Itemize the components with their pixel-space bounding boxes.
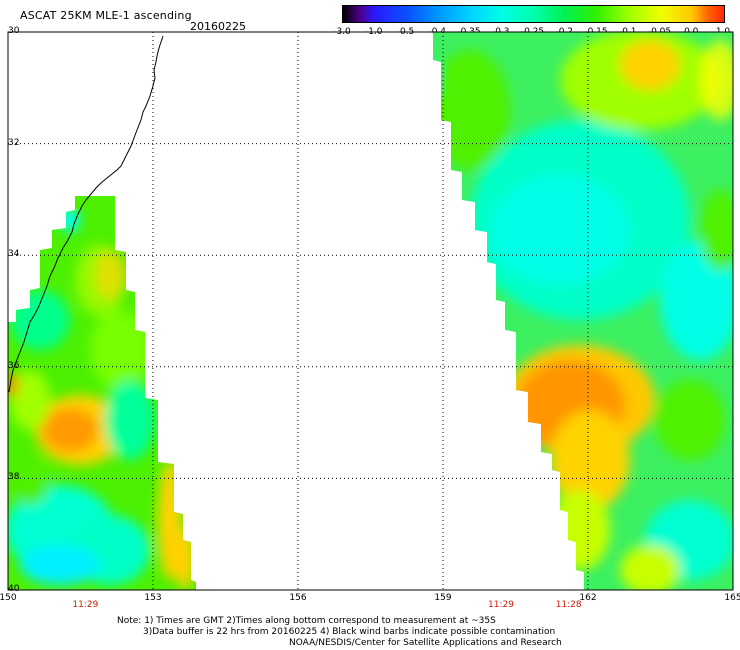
colorbar-segment [374,6,407,22]
latitude-label: 30 [8,26,20,36]
colorbar-segment [343,6,375,22]
coastline [8,35,164,393]
longitude-label: 153 [144,593,162,603]
latitude-label: 32 [8,137,20,148]
longitude-label: 162 [579,593,597,603]
right-swath [420,32,733,590]
product-title: ASCAT 25KM MLE-1 ascending [20,9,192,22]
longitude-label: 165 [724,593,740,603]
latitude-label: 40 [8,584,20,594]
left-swath [8,196,196,590]
pass-time-label: 11:29 [72,600,99,610]
colorbar-segment [597,6,629,22]
latitude-label: 38 [8,472,20,483]
note-line-3: NOAA/NESDIS/Center for Satellite Applica… [289,638,562,648]
colorbar-segment [406,6,439,22]
longitude-label: 156 [289,593,307,603]
latitude-label: 34 [8,249,20,260]
pass-time-label: 11:29 [488,600,514,610]
longitude-label: 159 [434,593,452,603]
product-date: 20160225 [190,20,246,33]
colorbar-segment [660,6,693,22]
longitude-label: 150 [0,593,17,603]
colorbar-segment [470,6,502,22]
colorbar-segment [438,6,470,22]
map-frame [7,31,734,591]
colorbar-segment [692,6,724,22]
pass-time-label: 11:28 [555,600,582,610]
note-line-2: 3)Data buffer is 22 hrs from 20160225 4)… [143,627,556,637]
colorbar [342,5,725,23]
note-line-1: Note: 1) Times are GMT 2)Times along bot… [117,616,496,626]
latitude-label: 36 [8,360,20,371]
colorbar-segment [533,6,566,22]
colorbar-segment [565,6,597,22]
colorbar-segment [501,6,534,22]
colorbar-segment [628,6,661,22]
